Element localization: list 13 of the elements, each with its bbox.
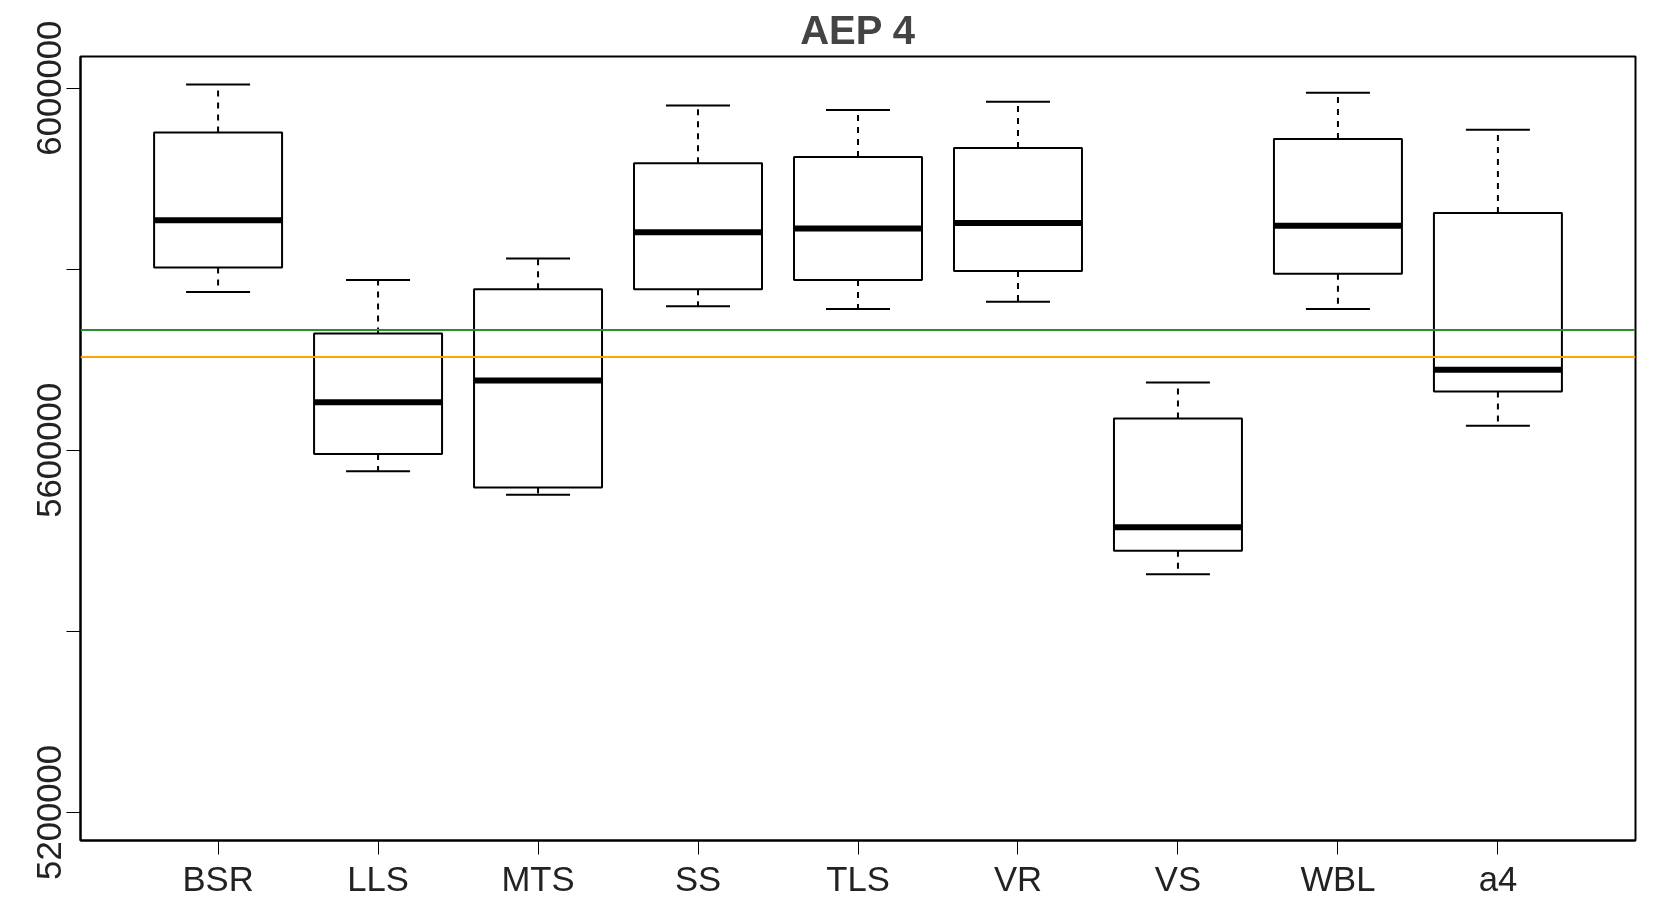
x-tick-label: VS bbox=[1154, 859, 1202, 898]
chart-title: AEP 4 bbox=[800, 7, 916, 52]
x-tick-label: BSR bbox=[182, 859, 254, 898]
x-tick-label: SS bbox=[674, 859, 722, 898]
y-tick-label: 5200000 bbox=[30, 744, 69, 880]
y-tick-label: 5600000 bbox=[30, 382, 69, 518]
x-tick-label: TLS bbox=[826, 859, 890, 898]
x-tick-label: WBL bbox=[1300, 859, 1376, 898]
x-tick-label: a4 bbox=[1478, 859, 1518, 898]
x-tick-label: LLS bbox=[347, 859, 409, 898]
y-tick-label: 6000000 bbox=[30, 20, 69, 156]
x-tick-label: VR bbox=[993, 859, 1043, 898]
x-tick-label: MTS bbox=[501, 859, 575, 898]
